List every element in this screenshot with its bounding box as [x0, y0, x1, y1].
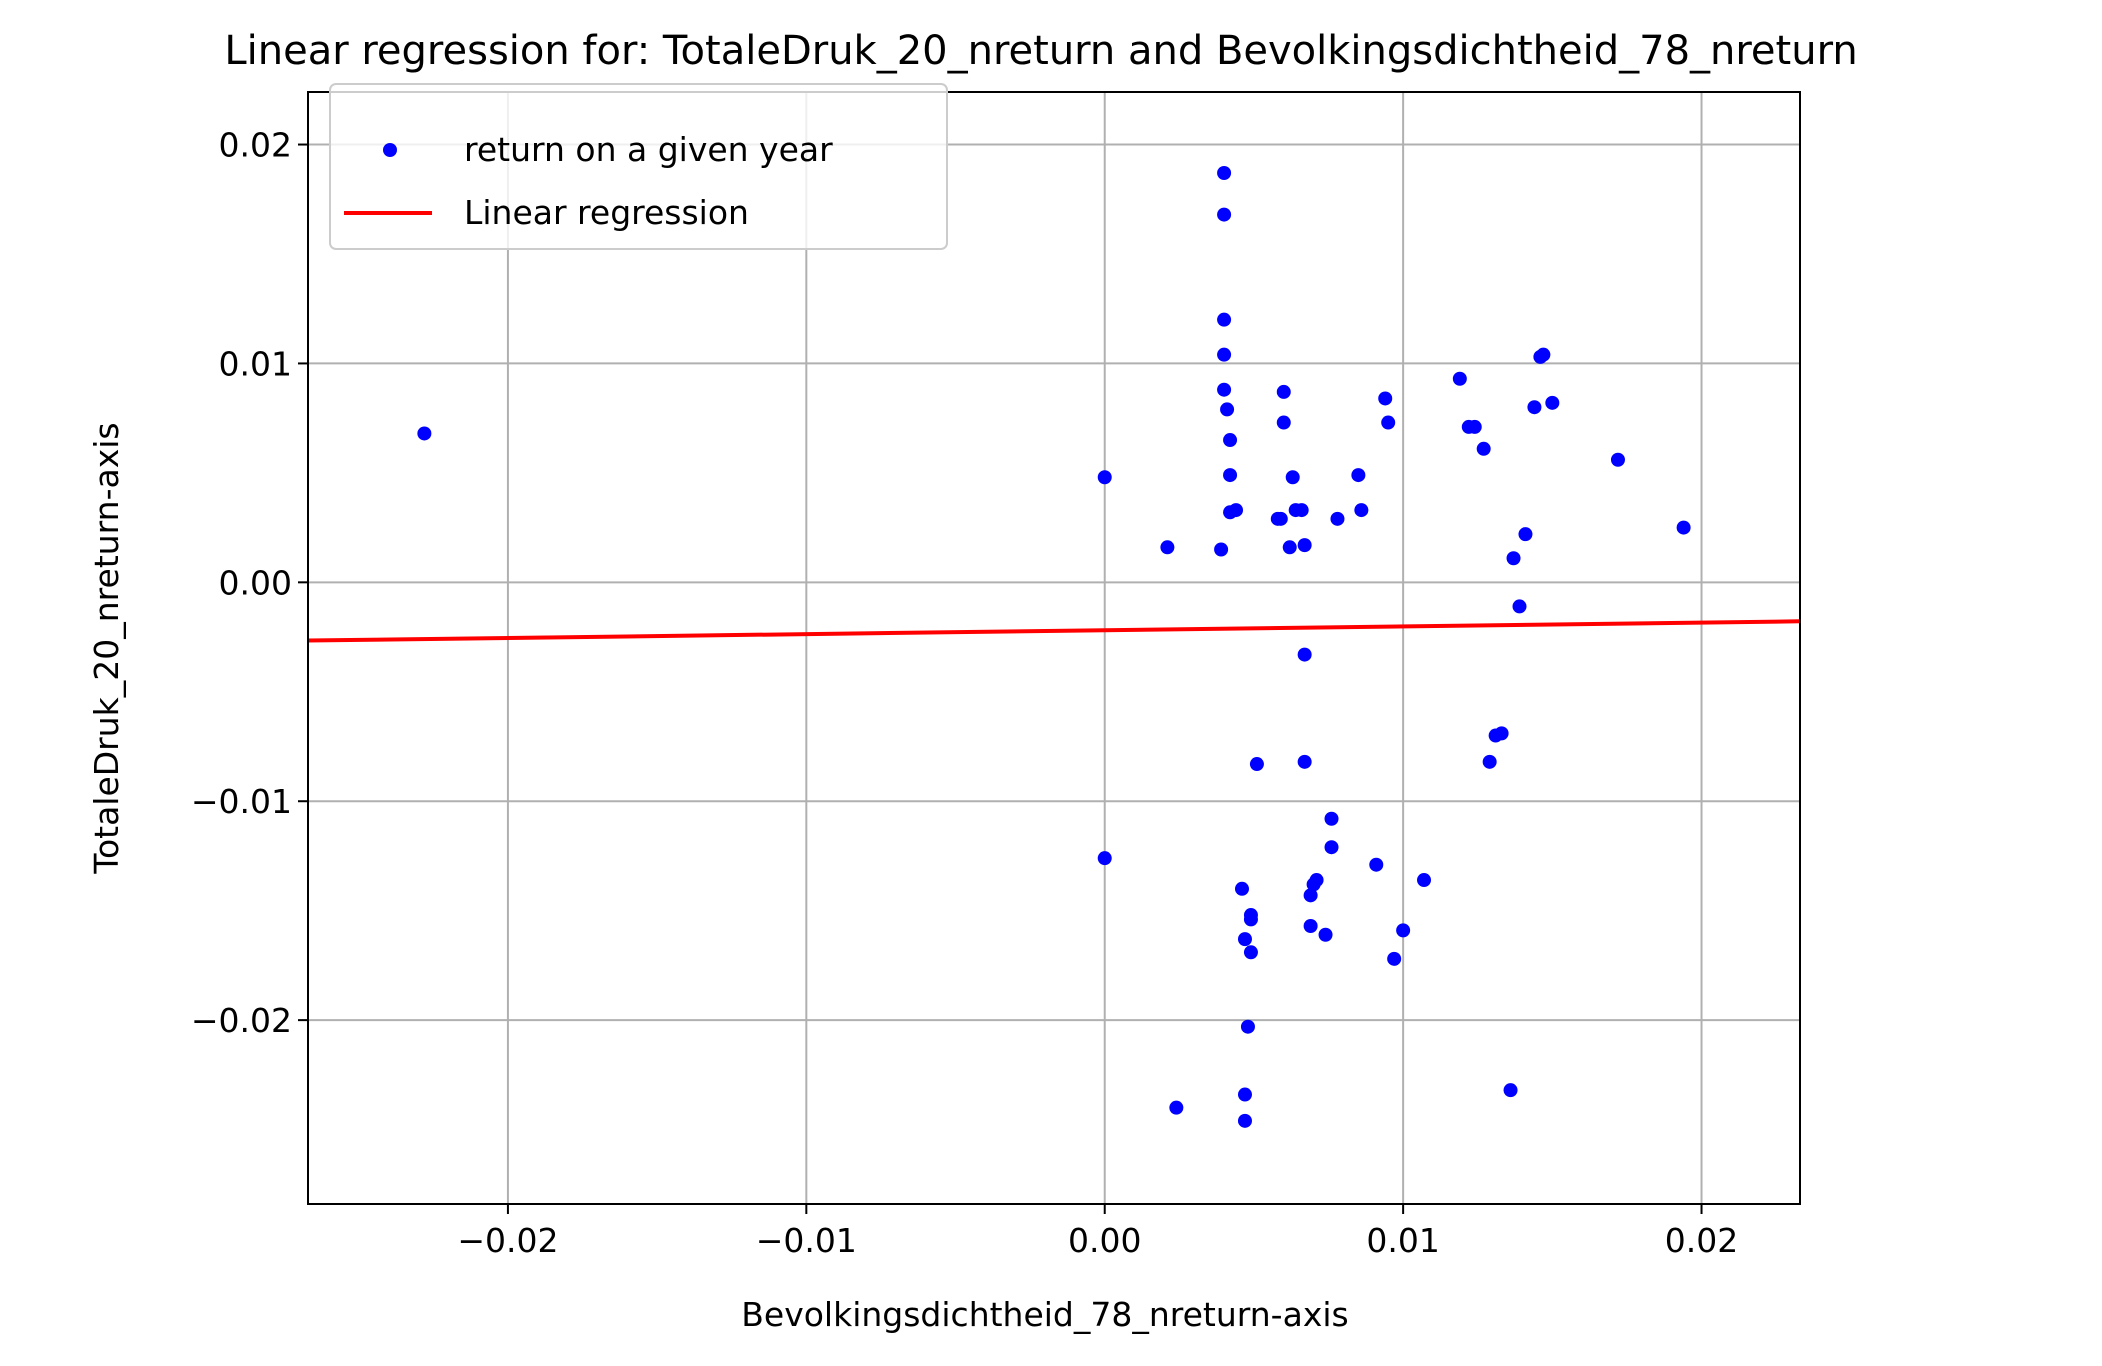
scatter-point: [1294, 503, 1309, 518]
scatter-point: [1351, 468, 1366, 483]
y-tick-label: 0.01: [219, 344, 292, 383]
scatter-point: [1097, 851, 1112, 866]
scatter-point: [1396, 923, 1411, 938]
legend-label-scatter: return on a given year: [464, 130, 833, 169]
y-axis-label: TotaleDruk_20_nreturn-axis: [87, 422, 126, 874]
scatter-point: [1518, 527, 1533, 542]
x-tick-label: −0.01: [756, 1221, 857, 1260]
y-tick-label: −0.01: [191, 782, 292, 821]
scatter-point: [1545, 395, 1560, 410]
scatter-point: [1243, 912, 1258, 927]
scatter-point: [1303, 919, 1318, 933]
scatter-point: [1324, 840, 1339, 855]
scatter-point: [1282, 540, 1297, 555]
scatter-point: [1285, 470, 1300, 485]
scatter-point: [1297, 647, 1312, 662]
scatter-point: [1297, 538, 1312, 553]
x-axis-label: Bevolkingsdichtheid_78_nreturn-axis: [741, 1295, 1348, 1334]
scatter-point: [1223, 468, 1238, 483]
scatter-point: [1217, 382, 1232, 397]
scatter-point: [1476, 441, 1491, 456]
scatter-point: [1237, 1113, 1252, 1128]
y-tick-label: −0.02: [191, 1001, 292, 1040]
scatter-point: [1503, 1083, 1518, 1098]
chart-title: Linear regression for: TotaleDruk_20_nre…: [224, 28, 1857, 74]
plot-frame: [307, 91, 1801, 1205]
x-tick-label: −0.02: [457, 1221, 558, 1260]
scatter-point: [1243, 945, 1258, 960]
legend-label-regression: Linear regression: [464, 193, 749, 232]
scatter-point: [1237, 932, 1252, 947]
scatter-point: [1217, 165, 1232, 180]
scatter-point: [1249, 757, 1264, 772]
scatter-point: [1378, 391, 1393, 406]
legend: return on a given year Linear regression: [329, 83, 948, 250]
x-tick-label: 0.02: [1665, 1221, 1738, 1260]
scatter-point: [1240, 1019, 1255, 1034]
scatter-point: [1237, 1087, 1252, 1102]
scatter-point: [1318, 927, 1333, 942]
grid: [308, 92, 1800, 1204]
scatter-point: [1506, 551, 1521, 566]
scatter-point: [1512, 599, 1527, 614]
scatter-point: [1387, 951, 1402, 966]
y-tick-label: 0.02: [219, 126, 292, 165]
scatter-point: [1217, 347, 1232, 362]
regression-line: [307, 619, 1801, 643]
scatter-point: [1324, 811, 1339, 826]
scatter-point: [1214, 542, 1229, 557]
scatter-point: [1369, 857, 1384, 872]
scatter-point: [1297, 754, 1312, 769]
scatter-point: [1276, 384, 1291, 399]
scatter-point: [1482, 754, 1497, 769]
scatter-point: [1220, 402, 1235, 417]
scatter-point: [1610, 452, 1625, 467]
plot-series: [307, 165, 1801, 1128]
y-tick-label: 0.00: [219, 563, 292, 602]
x-tick-label: 0.00: [1068, 1221, 1141, 1260]
scatter-point: [1381, 415, 1396, 430]
scatter-point: [1097, 470, 1112, 485]
scatter-point: [1223, 433, 1238, 448]
scatter-point: [1330, 511, 1345, 526]
scatter-point: [1276, 415, 1291, 430]
scatter-point: [1234, 881, 1249, 896]
scatter-point: [1217, 312, 1232, 327]
scatter-point: [1273, 511, 1288, 526]
scatter-point: [1217, 207, 1232, 222]
axis-ticks: −0.02 −0.01 0.00 0.01 0.02 −0.02 −0.01 0.00 0.01…: [191, 126, 1738, 1260]
scatter-point: [1229, 503, 1244, 518]
legend-scatter-marker: [383, 143, 397, 157]
scatter-point: [1417, 873, 1432, 888]
scatter-point: [1452, 371, 1467, 386]
scatter-point: [1536, 347, 1551, 362]
scatter-point: [1169, 1100, 1184, 1115]
scatter-point: [1303, 888, 1318, 903]
scatter-point: [1527, 400, 1542, 415]
legend-box: [329, 83, 948, 250]
x-tick-label: 0.01: [1366, 1221, 1439, 1260]
scatter-point: [1494, 726, 1509, 741]
scatter-point: [1676, 520, 1691, 535]
scatter-point: [1160, 540, 1175, 555]
scatter-point: [1354, 503, 1369, 518]
scatter-point: [1309, 873, 1324, 888]
scatter-point: [1467, 419, 1482, 434]
scatter-point: [417, 426, 432, 441]
